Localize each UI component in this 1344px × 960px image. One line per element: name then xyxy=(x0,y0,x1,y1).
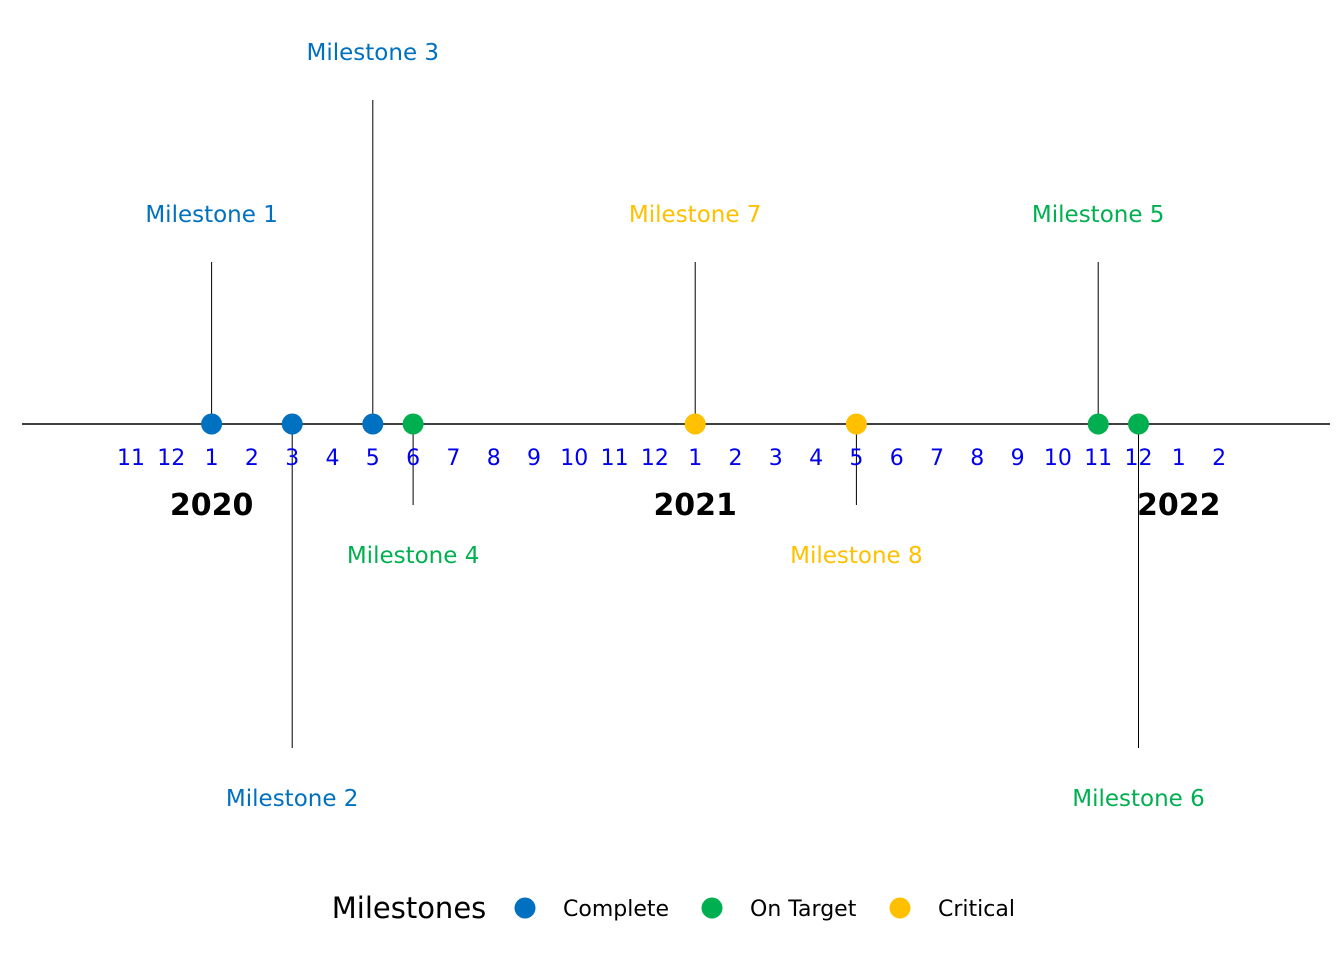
month-tick-label: 6 xyxy=(890,446,904,471)
milestone-stems-group xyxy=(211,100,1139,748)
month-tick-label: 6 xyxy=(406,446,420,471)
month-tick-label: 5 xyxy=(366,446,380,471)
legend: Milestones Complete On Target Critical xyxy=(332,891,1015,925)
year-label: 2022 xyxy=(1137,488,1221,523)
month-tick-label: 12 xyxy=(1125,446,1153,471)
year-labels-group: 2020 2021 2022 xyxy=(170,488,1221,523)
milestone-point xyxy=(1087,413,1109,435)
milestone-label: Milestone 6 xyxy=(1072,786,1205,812)
legend-marker xyxy=(514,897,536,919)
month-tick-label: 7 xyxy=(446,446,460,471)
milestone-point xyxy=(281,413,303,435)
month-tick-label: 4 xyxy=(326,446,340,471)
month-tick-label: 1 xyxy=(205,446,219,471)
legend-label: On Target xyxy=(750,897,857,922)
month-tick-label: 9 xyxy=(527,446,541,471)
milestone-label: Milestone 3 xyxy=(307,40,440,66)
milestone-point xyxy=(362,413,384,435)
milestone-point xyxy=(1128,413,1149,435)
month-tick-label: 8 xyxy=(970,446,984,471)
legend-marker xyxy=(701,897,723,919)
milestone-points-group xyxy=(201,413,1149,435)
milestone-label: Milestone 5 xyxy=(1032,202,1165,228)
month-tick-label: 2 xyxy=(1212,446,1226,471)
legend-marker xyxy=(889,897,911,919)
month-tick-label: 12 xyxy=(641,446,669,471)
month-tick-label: 12 xyxy=(157,446,185,471)
milestone-point xyxy=(684,413,706,435)
month-tick-label: 1 xyxy=(688,446,702,471)
month-tick-label: 11 xyxy=(601,446,629,471)
milestone-label: Milestone 4 xyxy=(347,543,480,569)
month-tick-label: 4 xyxy=(809,446,823,471)
milestone-labels-group: Milestone 1 Milestone 2 Milestone 3 Milesto… xyxy=(145,40,1204,812)
month-tick-label: 11 xyxy=(117,446,145,471)
milestone-label: Milestone 1 xyxy=(145,202,278,228)
year-label: 2020 xyxy=(170,488,254,523)
milestone-point xyxy=(201,413,223,435)
month-tick-label: 3 xyxy=(769,446,783,471)
month-tick-label: 1 xyxy=(1172,446,1186,471)
legend-label: Critical xyxy=(938,897,1015,922)
month-tick-label: 9 xyxy=(1011,446,1025,471)
month-tick-label: 11 xyxy=(1084,446,1112,471)
month-tick-label: 2 xyxy=(729,446,743,471)
month-tick-label: 10 xyxy=(560,446,588,471)
month-tick-label: 7 xyxy=(930,446,944,471)
milestone-label: Milestone 7 xyxy=(629,202,762,228)
milestone-point xyxy=(845,413,867,435)
year-label: 2021 xyxy=(653,488,737,523)
legend-label: Complete xyxy=(563,897,669,922)
milestone-label: Milestone 8 xyxy=(790,543,923,569)
month-tick-label: 5 xyxy=(849,446,863,471)
legend-title: Milestones xyxy=(332,891,487,925)
month-tick-label: 3 xyxy=(285,446,299,471)
month-tick-label: 10 xyxy=(1044,446,1072,471)
milestone-label: Milestone 2 xyxy=(226,786,359,812)
month-tick-label: 2 xyxy=(245,446,259,471)
milestone-point xyxy=(402,413,424,435)
month-tick-label: 8 xyxy=(487,446,501,471)
month-tick-labels-group: 11 12 1 2 3 4 5 6 7 8 9 10 11 12 1 2 3 4 5 6 7 8 9 10 11 12 1 2 xyxy=(117,446,1226,471)
